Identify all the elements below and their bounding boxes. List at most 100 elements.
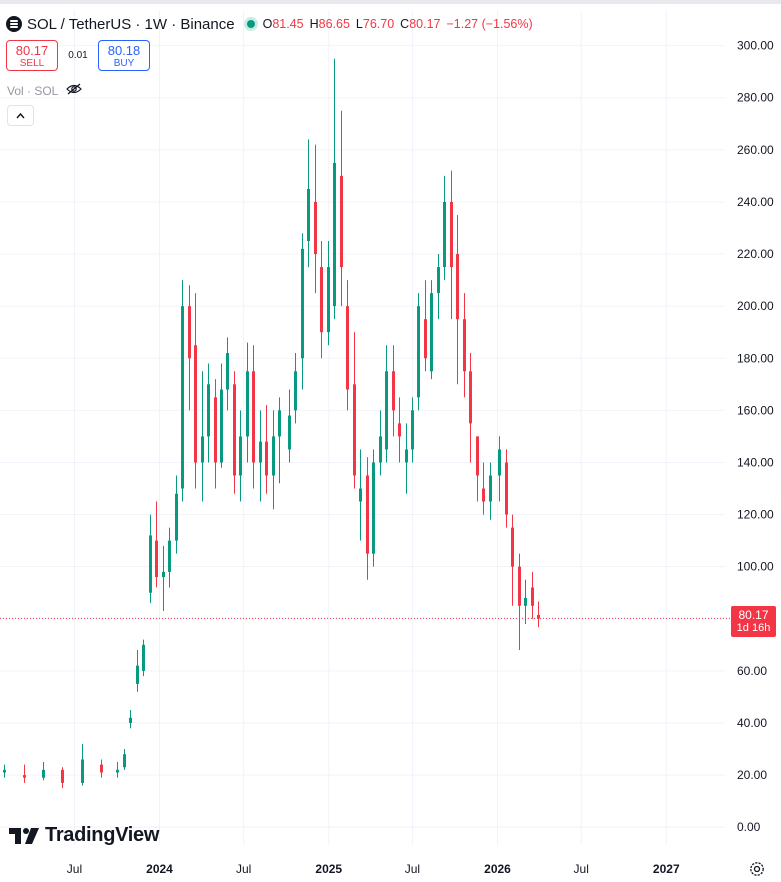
volume-label: Vol · SOL [7, 83, 59, 98]
candle-body [320, 267, 323, 333]
sell-button[interactable]: 80.17 SELL [6, 40, 58, 71]
candle-body [116, 769, 119, 773]
candle-body [214, 397, 217, 463]
ohlc-close: C80.17 [400, 17, 441, 31]
candle-body [392, 371, 395, 411]
candle-body [430, 293, 433, 372]
candle [259, 410, 262, 502]
candle [188, 285, 191, 411]
candle [61, 767, 64, 789]
candle-body [168, 540, 171, 572]
candle [353, 332, 356, 489]
candle [272, 410, 275, 510]
candle [168, 527, 171, 588]
symbol-title[interactable]: SOL / TetherUS · 1W · Binance [27, 15, 235, 33]
y-tick-label: 220.00 [737, 247, 774, 261]
candle-body [142, 644, 145, 671]
candle-body [201, 436, 204, 463]
candle-body [265, 441, 268, 476]
collapse-button[interactable] [7, 105, 34, 126]
y-tick-label: 120.00 [737, 508, 774, 522]
candle [476, 436, 479, 502]
candle [366, 457, 369, 580]
gear-icon[interactable] [748, 860, 766, 878]
candle-body [81, 759, 84, 783]
y-tick-label: 300.00 [737, 39, 774, 53]
candle-body [314, 201, 317, 255]
candle [463, 293, 466, 398]
candle-body [340, 175, 343, 268]
candle [531, 571, 534, 619]
candle [359, 449, 362, 541]
candle-body [498, 449, 501, 476]
market-status-dot [246, 20, 255, 28]
candle-body [417, 306, 420, 398]
candle-body [194, 345, 197, 463]
candle [81, 743, 84, 786]
candles [3, 58, 540, 789]
candle [3, 764, 6, 778]
candle [100, 759, 103, 778]
x-tick-label: Jul [67, 862, 82, 876]
x-tick-label: Jul [236, 862, 251, 876]
candle [194, 293, 197, 489]
ohlc-low: L76.70 [355, 17, 395, 31]
candle [392, 345, 395, 437]
candle-body [450, 201, 453, 268]
candle-body [424, 319, 427, 359]
candle-body [524, 597, 527, 606]
candle-body [505, 462, 508, 515]
spread-value: 0.01 [68, 50, 88, 61]
candle-body [537, 614, 540, 619]
candle [252, 345, 255, 489]
candle [23, 764, 26, 783]
candle-body [476, 436, 479, 476]
candle-body [518, 566, 521, 606]
candle [123, 749, 126, 770]
trade-panel: 80.17 SELL 0.01 80.18 BUY [6, 40, 150, 71]
candle [265, 405, 268, 494]
candle-body [443, 201, 446, 268]
candle [489, 462, 492, 520]
candle-body [162, 571, 165, 578]
eye-crossed-icon[interactable] [66, 83, 83, 98]
candle [443, 175, 446, 281]
tradingview-wordmark: TradingView [45, 824, 160, 846]
candle-body [482, 488, 485, 502]
candle-body [3, 769, 6, 773]
candle-body [301, 248, 304, 359]
candle-body [511, 527, 514, 567]
candle [175, 475, 178, 554]
buy-button[interactable]: 80.18 BUY [98, 40, 150, 71]
y-tick-label: 260.00 [737, 143, 774, 157]
y-tick-label: 180.00 [737, 351, 774, 365]
candle [340, 110, 343, 307]
y-tick-label: 20.00 [737, 768, 767, 782]
candle [498, 436, 501, 502]
candle-body [246, 371, 249, 437]
tradingview-branding[interactable]: TradingView [9, 824, 159, 847]
candle [450, 170, 453, 320]
x-tick-label: 2027 [653, 862, 680, 876]
candle [333, 58, 336, 320]
y-tick-label: 40.00 [737, 716, 767, 730]
candle [437, 254, 440, 320]
x-tick-label: 2026 [484, 862, 511, 876]
candle [518, 553, 521, 651]
candle-body [252, 371, 255, 463]
candle-body [155, 540, 158, 578]
candle [430, 280, 433, 380]
chevron-up-icon [16, 112, 25, 119]
price-axis: 300.00 280.00 260.00 240.00 220.00 200.00 180.… [737, 39, 774, 835]
candle-body [379, 436, 382, 463]
x-tick-label: 2024 [146, 862, 173, 876]
candle-body [233, 384, 236, 476]
candle [405, 423, 408, 494]
candle [294, 353, 297, 424]
candle [372, 449, 375, 567]
candle [314, 144, 317, 294]
candle-body [294, 371, 297, 411]
candle-body [353, 384, 356, 476]
candle [379, 410, 382, 476]
